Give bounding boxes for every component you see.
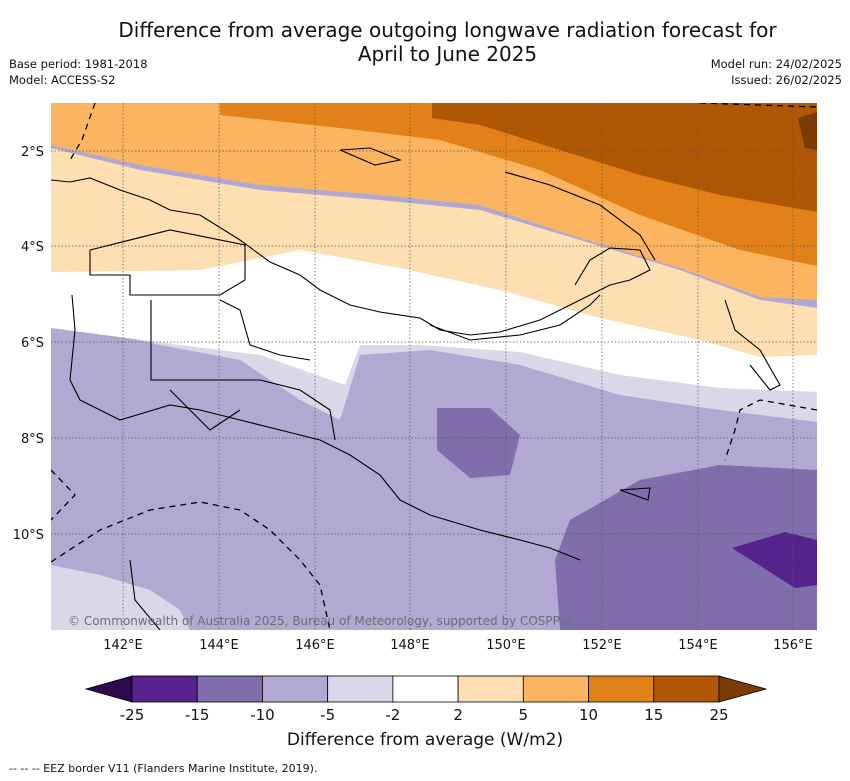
colorbar-tick-label: -5 (320, 706, 335, 724)
colorbar: -25 -15 -10 -5 -2 2 5 10 15 25 (84, 675, 768, 724)
colorbar-segment (457, 675, 524, 703)
fly-river (169, 389, 241, 431)
lat-tick-label: 2°S (21, 145, 44, 160)
colorbar-segment (522, 675, 589, 703)
title-line-1: Difference from average outgoing longwav… (118, 18, 777, 42)
base-period: Base period: 1981-2018 (9, 57, 148, 71)
colorbar-tick-label: 15 (644, 706, 663, 724)
field-neg15-neg10-east (555, 465, 817, 630)
colorbar-segment (392, 675, 459, 703)
eez-east (724, 399, 817, 461)
meta-left: Base period: 1981-2018 Model: ACCESS-S2 (9, 56, 148, 88)
province-borders-3 (219, 299, 311, 361)
colorbar-tick-label: 2 (453, 706, 463, 724)
lat-tick-label: 6°S (21, 336, 44, 351)
copyright-notice: © Commonwealth of Australia 2025, Bureau… (68, 614, 574, 628)
png-north-coast (51, 177, 651, 336)
latitude-ticks: 2°S 4°S 6°S 8°S 10°S (13, 145, 44, 543)
colorbar-tick-label: -10 (250, 706, 275, 724)
field-pos15-pos25 (432, 103, 817, 212)
map-title: Difference from average outgoing longwav… (0, 18, 850, 66)
gridlines (51, 103, 817, 630)
colorbar-tick-label: 25 (709, 706, 728, 724)
field-gt25 (798, 112, 817, 150)
model-run: Model run: 24/02/2025 (710, 57, 842, 71)
colorbar-arrow-right (718, 675, 768, 703)
eez-borders (51, 103, 817, 630)
colorbar-segment (327, 675, 394, 703)
coastlines (51, 147, 781, 630)
lon-tick-label: 152°E (582, 638, 622, 653)
colorbar-tick-label: -15 (185, 706, 210, 724)
eez-north-east (699, 103, 817, 108)
colorbar-segment (196, 675, 263, 703)
colorbar-title: Difference from average (W/m2) (286, 730, 564, 750)
solomon-islands (724, 299, 781, 391)
field-neg25-neg15 (732, 532, 817, 588)
issued-date: Issued: 26/02/2025 (731, 73, 842, 87)
eez-legend-footer: -- -- -- EEZ border V11 (Flanders Marine… (9, 762, 318, 775)
lon-tick-label: 146°E (295, 638, 335, 653)
title-line-2: April to June 2025 (357, 42, 538, 66)
colorbar-segment (262, 675, 329, 703)
manus-island (339, 147, 402, 166)
colorbar-tick-label: 5 (519, 706, 529, 724)
new-britain-coast (429, 294, 601, 341)
eez-north-west (69, 103, 96, 161)
lat-tick-label: 8°S (21, 432, 44, 447)
meta-right: Model run: 24/02/2025 Issued: 26/02/2025 (711, 56, 842, 88)
field-neg15-neg10-center (437, 408, 520, 478)
colorbar-tick-label: -2 (385, 706, 400, 724)
model-name: Model: ACCESS-S2 (9, 73, 116, 87)
eez-south (51, 501, 331, 630)
lat-tick-label: 4°S (21, 240, 44, 255)
new-ireland-coast (504, 171, 656, 261)
png-south-coast (69, 294, 581, 561)
colorbar-segment (653, 675, 720, 703)
province-borders-2 (89, 229, 246, 296)
field-southwest (51, 565, 190, 630)
lat-tick-label: 10°S (13, 528, 44, 543)
eez-west (51, 469, 76, 521)
lon-tick-label: 154°E (678, 638, 718, 653)
lon-tick-label: 148°E (390, 638, 430, 653)
colorbar-arrow-left (84, 675, 133, 703)
lon-tick-label: 156°E (773, 638, 813, 653)
cape-york (129, 559, 161, 630)
colorbar-tick-label: -25 (120, 706, 145, 724)
island-east (619, 487, 651, 501)
lon-tick-label: 144°E (199, 638, 239, 653)
colorbar-segment (588, 675, 655, 703)
lon-tick-label: 142°E (103, 638, 143, 653)
lon-tick-label: 150°E (486, 638, 526, 653)
colorbar-tick-label: 10 (579, 706, 598, 724)
longitude-ticks: 142°E 144°E 146°E 148°E 150°E 152°E 154°E 156°E (103, 638, 813, 653)
anomaly-field (51, 103, 817, 630)
field-pos2-pos5 (51, 148, 817, 357)
province-borders-1 (150, 300, 336, 441)
colorbar-segment (131, 675, 198, 703)
